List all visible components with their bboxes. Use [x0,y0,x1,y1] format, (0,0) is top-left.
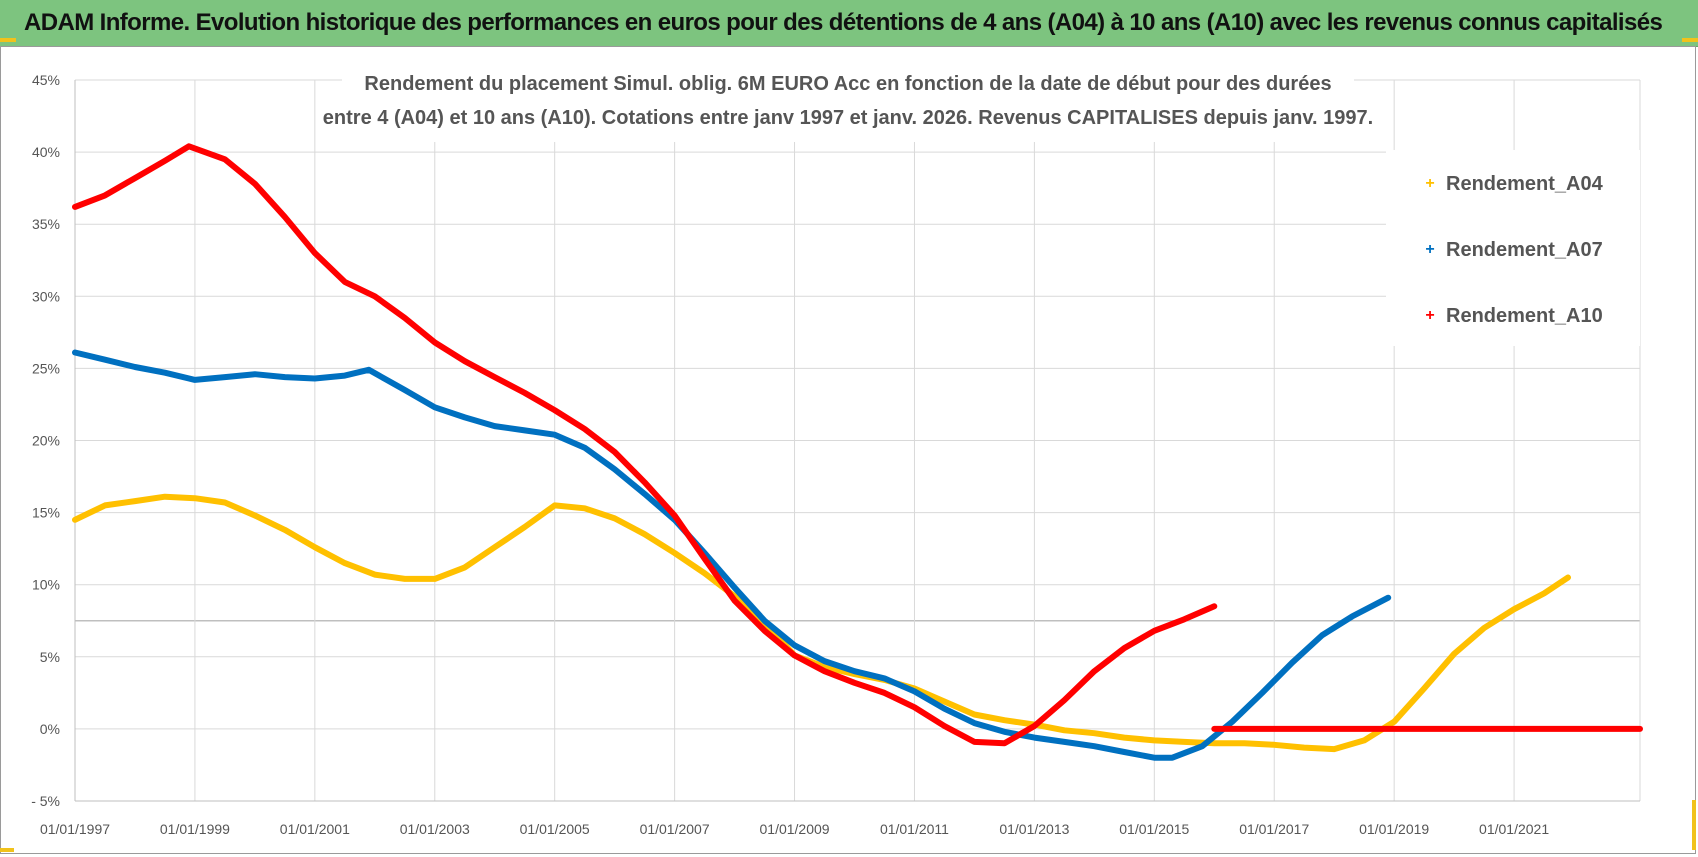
corner-mark-bottom-left [0,848,14,852]
x-tick-label: 01/01/1997 [40,821,110,837]
title-backdrop [342,66,1354,142]
x-axis-ticks: 01/01/1997 01/01/1999 01/01/2001 01/01/2003… [40,821,1549,837]
grid-lines [74,79,1641,802]
x-tick-label: 01/01/2011 [880,821,949,837]
x-tick-label: 01/01/2003 [400,821,470,837]
chart-title-line-2: entre 4 (A04) et 10 ans (A10). Cotations… [323,107,1373,129]
x-tick-label: 01/01/2013 [999,821,1069,837]
y-tick-label: 35% [32,216,60,232]
x-tick-label: 01/01/1999 [160,821,230,837]
legend-label: Rendement_A07 [1446,239,1603,261]
x-tick-label: 01/01/2007 [640,821,710,837]
y-tick-label: 15% [32,505,60,521]
corner-mark-top-right [1682,38,1698,42]
series-line-rendement-a10 [72,143,1218,747]
report-banner: ADAM Informe. Evolution historique des p… [0,0,1698,47]
x-tick-label: 01/01/2009 [760,821,830,837]
y-tick-label: 30% [32,288,60,304]
y-tick-label: 5% [40,649,60,665]
x-tick-label: 01/01/2015 [1119,821,1189,837]
legend-backdrop [1386,150,1640,346]
x-tick-label: 01/01/2021 [1479,821,1549,837]
y-tick-label: 0% [40,721,60,737]
chart-frame [0,46,1696,854]
corner-mark-top-left [0,38,16,42]
legend-label: Rendement_A04 [1446,173,1604,195]
series-line-rendement-a04 [72,493,1571,753]
x-tick-label: 01/01/2019 [1359,821,1429,837]
y-tick-label: 40% [32,144,60,160]
corner-mark-right-vertical [1692,800,1696,850]
x-tick-label: 01/01/2005 [520,821,590,837]
series-layer [72,143,1643,761]
y-tick-label: - 5% [31,793,60,809]
legend-marker: + [1425,175,1434,192]
series-line-rendement-a07 [72,349,1392,761]
legend-label: Rendement_A10 [1446,305,1603,327]
x-tick-label: 01/01/2017 [1239,821,1309,837]
chart-title-line-1: Rendement du placement Simul. oblig. 6M … [364,73,1331,95]
legend-marker: + [1425,241,1434,258]
y-tick-label: 10% [32,577,60,593]
legend-marker: + [1425,307,1434,324]
y-tick-label: 20% [32,433,60,449]
y-tick-label: 45% [32,72,60,88]
x-tick-label: 01/01/2001 [280,821,350,837]
y-axis-ticks: - 5% 0% 5% 10% 15% 20% 25% 30% 35% 40% 45% [31,72,60,809]
report-title: ADAM Informe. Evolution historique des p… [24,9,1663,36]
legend: + Rendement_A04 + Rendement_A07 + Rendement_A… [1425,173,1603,327]
y-tick-label: 25% [32,360,60,376]
